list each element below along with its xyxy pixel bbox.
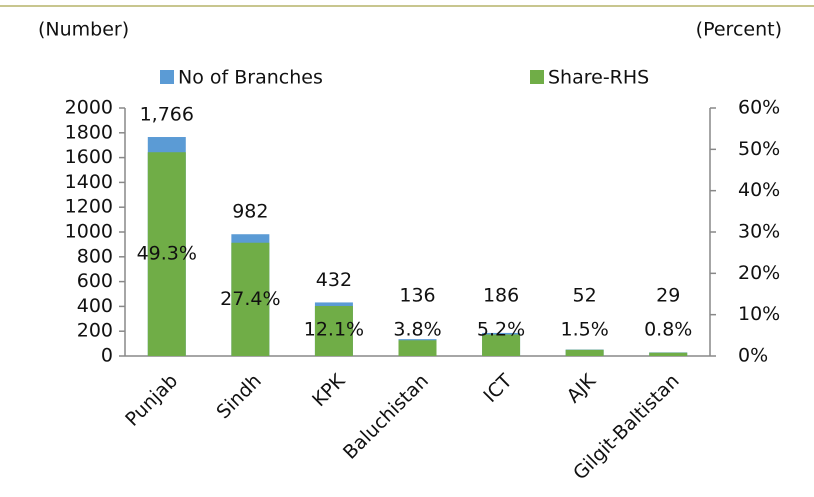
y2-tick-label: 50% xyxy=(738,138,780,160)
data-label: 12.1% xyxy=(304,319,364,341)
data-label: 1.5% xyxy=(561,319,609,341)
x-tick-label: Sindh xyxy=(212,370,265,423)
y-axis-label: (Number) xyxy=(38,19,129,41)
data-label: 136 xyxy=(399,285,435,307)
bar xyxy=(565,349,604,356)
y2-tick-label: 40% xyxy=(738,179,780,201)
y-tick-label: 1600 xyxy=(65,146,113,168)
x-tick-label: ICT xyxy=(479,370,516,407)
bar xyxy=(482,334,521,356)
y2-tick-label: 10% xyxy=(738,303,780,325)
bar xyxy=(314,305,353,356)
y2-tick-label: 0% xyxy=(738,345,768,367)
y2-tick-label: 30% xyxy=(738,221,780,243)
x-tick-label: Baluchistan xyxy=(339,370,433,464)
data-label: 3.8% xyxy=(393,319,441,341)
data-label: 1,766 xyxy=(140,104,194,126)
bar xyxy=(231,242,270,356)
legend-label: No of Branches xyxy=(178,67,323,89)
x-tick-label: Punjab xyxy=(121,370,182,431)
legend-label: Share-RHS xyxy=(548,67,649,89)
y2-tick-label: 20% xyxy=(738,262,780,284)
legend-swatch xyxy=(530,70,544,84)
data-label: 29 xyxy=(656,285,680,307)
data-label: 432 xyxy=(316,269,352,291)
bar xyxy=(147,152,186,356)
y-tick-label: 800 xyxy=(77,245,113,267)
data-label: 49.3% xyxy=(137,243,197,265)
y-tick-label: 600 xyxy=(77,270,113,292)
data-label: 982 xyxy=(232,201,268,223)
y-tick-label: 1000 xyxy=(65,221,113,243)
y2-tick-label: 60% xyxy=(738,97,780,119)
data-label: 0.8% xyxy=(644,319,692,341)
y2-axis-label: (Percent) xyxy=(696,19,782,41)
legend-swatch xyxy=(160,70,174,84)
x-tick-label: KPK xyxy=(308,369,350,411)
y-tick-label: 1800 xyxy=(65,121,113,143)
y-tick-label: 400 xyxy=(77,295,113,317)
y-tick-label: 2000 xyxy=(65,97,113,119)
data-label: 186 xyxy=(483,285,519,307)
data-label: 27.4% xyxy=(220,288,280,310)
y-tick-label: 1200 xyxy=(65,196,113,218)
bar xyxy=(398,340,437,356)
y-tick-label: 200 xyxy=(77,320,113,342)
x-tick-label: AJK xyxy=(563,369,601,407)
bar xyxy=(649,352,688,356)
y-tick-label: 1400 xyxy=(65,171,113,193)
data-label: 5.2% xyxy=(477,319,525,341)
y-tick-label: 0 xyxy=(101,345,113,367)
data-label: 52 xyxy=(573,285,597,307)
